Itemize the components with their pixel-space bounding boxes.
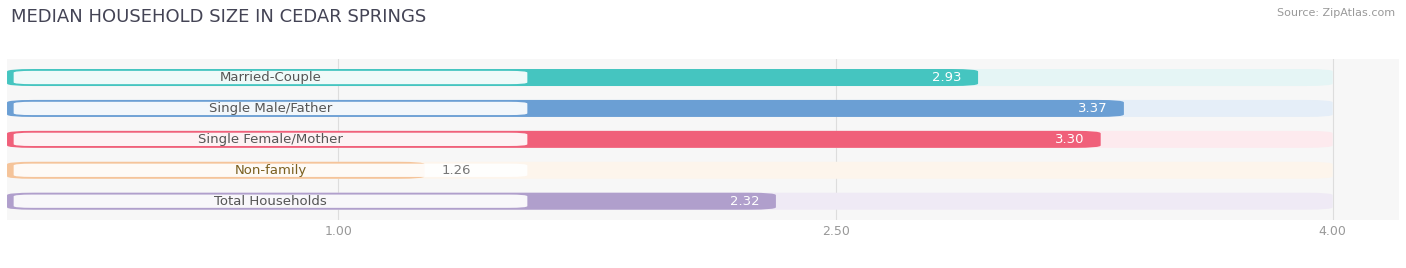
Text: 3.30: 3.30 — [1054, 133, 1084, 146]
FancyBboxPatch shape — [7, 131, 1333, 148]
FancyBboxPatch shape — [14, 164, 527, 177]
FancyBboxPatch shape — [7, 193, 776, 210]
Text: MEDIAN HOUSEHOLD SIZE IN CEDAR SPRINGS: MEDIAN HOUSEHOLD SIZE IN CEDAR SPRINGS — [11, 8, 426, 26]
FancyBboxPatch shape — [7, 69, 979, 86]
FancyBboxPatch shape — [14, 102, 527, 115]
Text: Non-family: Non-family — [235, 164, 307, 177]
Text: 3.37: 3.37 — [1078, 102, 1108, 115]
FancyBboxPatch shape — [7, 100, 1123, 117]
Text: Total Households: Total Households — [214, 195, 326, 208]
FancyBboxPatch shape — [7, 131, 1101, 148]
FancyBboxPatch shape — [14, 133, 527, 146]
Text: 1.26: 1.26 — [441, 164, 471, 177]
FancyBboxPatch shape — [14, 71, 527, 84]
FancyBboxPatch shape — [7, 193, 1333, 210]
FancyBboxPatch shape — [14, 195, 527, 208]
Text: Single Male/Father: Single Male/Father — [209, 102, 332, 115]
Text: Source: ZipAtlas.com: Source: ZipAtlas.com — [1277, 8, 1395, 18]
FancyBboxPatch shape — [7, 69, 1333, 86]
FancyBboxPatch shape — [7, 162, 425, 179]
Text: Married-Couple: Married-Couple — [219, 71, 322, 84]
FancyBboxPatch shape — [7, 100, 1333, 117]
FancyBboxPatch shape — [7, 162, 1333, 179]
Text: 2.93: 2.93 — [932, 71, 962, 84]
Text: Single Female/Mother: Single Female/Mother — [198, 133, 343, 146]
Text: 2.32: 2.32 — [730, 195, 759, 208]
